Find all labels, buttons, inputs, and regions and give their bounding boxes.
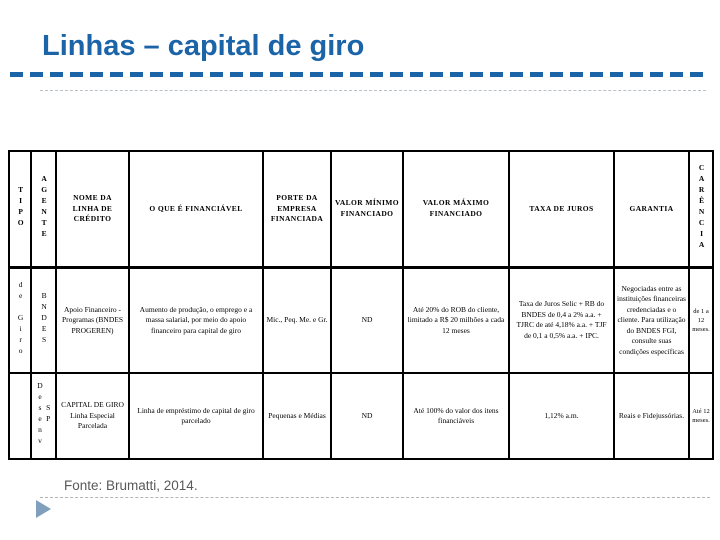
col-header-nome-linha: NOME DA LINHA DE CRÉDITO bbox=[55, 150, 130, 269]
col-header-taxa-juros: TAXA DE JUROS bbox=[508, 150, 615, 269]
col-header-carencia-label: CARÊNCIA bbox=[697, 163, 707, 251]
cell-agente: BNDES bbox=[30, 266, 57, 374]
table-row-desenvolve-sp: Desenv SP CAPITAL DE GIRO Linha Especial… bbox=[8, 372, 714, 460]
cell-porte: Mic., Peq. Me. e Gr. bbox=[262, 266, 332, 374]
triangle-bullet-icon bbox=[36, 500, 51, 518]
cell-agente-text: Desenv SP bbox=[35, 381, 53, 448]
cell-valor-minimo: ND bbox=[330, 266, 404, 374]
cell-tipo bbox=[8, 372, 32, 460]
cell-carencia: de 1 a 12 meses. bbox=[688, 266, 714, 374]
cell-porte: Pequenas e Médias bbox=[262, 372, 332, 460]
cell-taxa-juros: 1,12% a.m. bbox=[508, 372, 615, 460]
col-header-financiavel: O QUE É FINANCIÁVEL bbox=[128, 150, 264, 269]
page-title: Linhas – capital de giro bbox=[42, 30, 365, 62]
col-header-agente-label: AGENTE bbox=[39, 174, 49, 240]
col-header-tipo-label: TIPO bbox=[16, 185, 26, 229]
cell-tipo: de Giro bbox=[8, 266, 32, 374]
cell-garantia: Reais e Fidejussórias. bbox=[613, 372, 690, 460]
cell-nome-linha: CAPITAL DE GIRO Linha Especial Parcelada bbox=[55, 372, 130, 460]
source-citation: Fonte: Brumatti, 2014. bbox=[64, 478, 198, 493]
col-header-porte: PORTE DA EMPRESA FINANCIADA bbox=[262, 150, 332, 269]
cell-carencia: Até 12 meses. bbox=[688, 372, 714, 460]
header-separator-line bbox=[40, 90, 706, 91]
cell-nome-linha: Apoio Financeiro - Programas (BNDES PROG… bbox=[55, 266, 130, 374]
title-dashed-underline bbox=[10, 72, 708, 77]
cell-valor-maximo: Até 100% do valor dos itens financiáveis bbox=[402, 372, 510, 460]
cell-agente-text: BNDES bbox=[39, 291, 49, 346]
table-header-row: TIPO AGENTE NOME DA LINHA DE CRÉDITO O Q… bbox=[8, 150, 714, 269]
col-header-garantia: GARANTIA bbox=[613, 150, 690, 269]
credit-lines-table: TIPO AGENTE NOME DA LINHA DE CRÉDITO O Q… bbox=[8, 150, 714, 460]
cell-agente: Desenv SP bbox=[30, 372, 57, 460]
col-header-carencia: CARÊNCIA bbox=[688, 150, 714, 269]
cell-taxa-juros: Taxa de Juros Selic + RB do BNDES de 0,4… bbox=[508, 266, 615, 374]
cell-tipo-text: de Giro bbox=[16, 280, 26, 357]
col-header-tipo: TIPO bbox=[8, 150, 32, 269]
cell-financiavel: Aumento de produção, o emprego e a massa… bbox=[128, 266, 264, 374]
cell-valor-minimo: ND bbox=[330, 372, 404, 460]
col-header-valor-maximo: VALOR MÁXIMO FINANCIADO bbox=[402, 150, 510, 269]
col-header-agente: AGENTE bbox=[30, 150, 57, 269]
cell-valor-maximo: Até 20% do ROB do cliente, limitado a R$… bbox=[402, 266, 510, 374]
col-header-valor-minimo: VALOR MÍNIMO FINANCIADO bbox=[330, 150, 404, 269]
cell-financiavel: Linha de empréstimo de capital de giro p… bbox=[128, 372, 264, 460]
cell-garantia: Negociadas entre as instituições finance… bbox=[613, 266, 690, 374]
footer-separator-line bbox=[40, 497, 710, 498]
table-row-bndes-progeren: de Giro BNDES Apoio Financeiro - Program… bbox=[8, 266, 714, 374]
